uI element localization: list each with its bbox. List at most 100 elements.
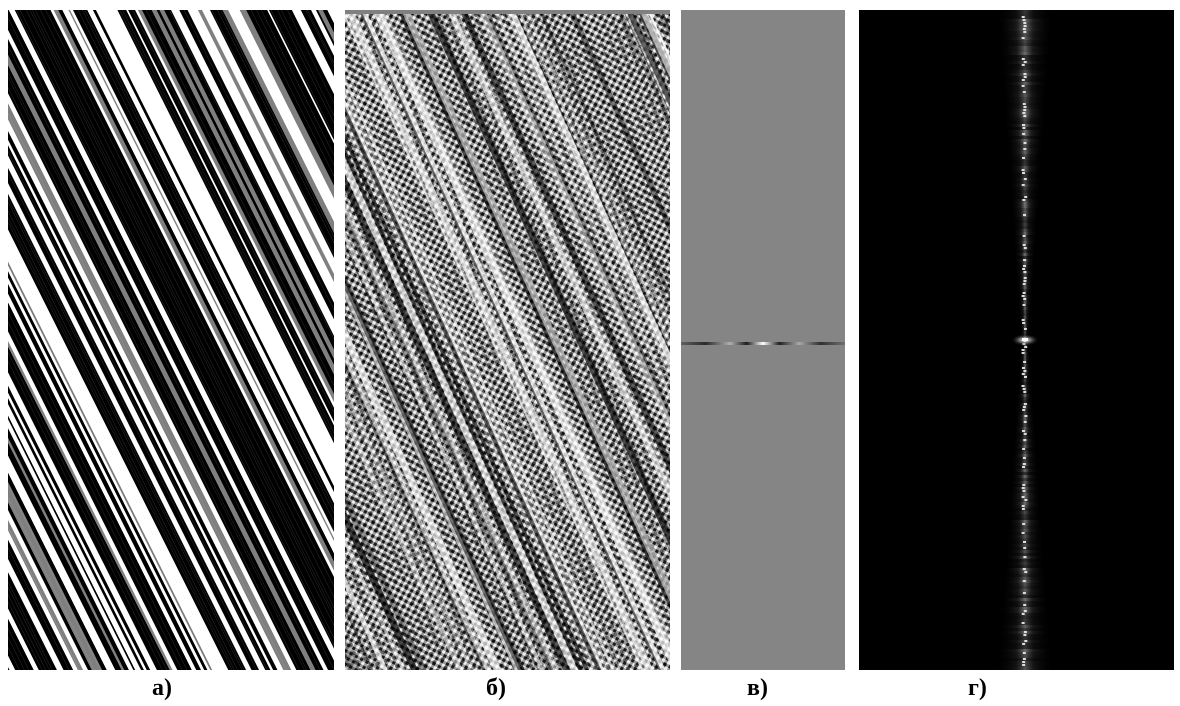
spectrum-dot [1022, 304, 1026, 306]
stripe [117, 10, 334, 444]
spectrum-band [1016, 397, 1034, 400]
spectrum-band [1007, 514, 1043, 517]
texture-streak [625, 10, 670, 108]
texture-streak [345, 174, 571, 670]
texture-streak [639, 10, 670, 78]
spectrum-band [1006, 151, 1044, 154]
stripe [305, 10, 334, 67]
spectrum-dot [1023, 109, 1027, 111]
spectrum-dot [1022, 283, 1026, 285]
stripe [197, 10, 334, 283]
spectrum-dot [1022, 91, 1026, 93]
spectrum-band [1001, 583, 1049, 586]
spectrum-band [1017, 301, 1032, 304]
spectrum-dot [1022, 658, 1026, 660]
spectrum-band [1008, 187, 1041, 190]
spectrum-dot [1021, 352, 1025, 354]
stripe [32, 10, 334, 614]
spectrum-dot [1022, 112, 1026, 114]
spectrum-band [998, 58, 1052, 61]
spectrum-band [1015, 412, 1035, 415]
spectrum-band [1017, 289, 1033, 292]
spectrum-dot [1022, 157, 1025, 159]
stripe [176, 10, 334, 325]
spectrum-band [995, 10, 1055, 13]
spectrum-band [997, 43, 1053, 46]
spectrum-image [859, 10, 1174, 670]
spectrum-dot [1022, 19, 1026, 21]
texture-streak [538, 10, 670, 300]
stripe [8, 10, 334, 670]
stripe [222, 10, 334, 233]
spectrum-dot [1022, 664, 1026, 666]
spectrum-dot [1023, 298, 1027, 300]
spectrum-dot [1022, 523, 1026, 525]
stripe [40, 10, 334, 598]
spectrum-band [1008, 496, 1042, 499]
spectrum-dot [1023, 328, 1027, 330]
spectrum-band [1008, 184, 1042, 187]
spectrum-dot [1021, 169, 1025, 171]
texture-streak [345, 575, 388, 670]
texture-streak [345, 243, 540, 670]
texture-streak [637, 10, 670, 83]
spectrum-band [1009, 190, 1041, 193]
stripe [261, 10, 334, 156]
spectrum-band [1010, 475, 1040, 478]
spectrum-dot [1022, 244, 1026, 246]
stripe [291, 10, 334, 95]
spectrum-dot [1022, 463, 1026, 465]
spectrum-dot [1023, 61, 1027, 63]
spectrum-dot [1022, 124, 1025, 126]
panel-d-spectrum-image [859, 10, 1174, 670]
spectrum-dot [1022, 448, 1026, 450]
spectrum-dot [1022, 235, 1026, 237]
spectrum-dot [1021, 184, 1025, 186]
spectrum-dot [1023, 421, 1027, 423]
spectrum-band [1013, 250, 1037, 253]
spectrum-dot [1021, 532, 1025, 534]
stripe [220, 10, 334, 237]
stripe [137, 10, 334, 403]
spectrum-dot [1022, 430, 1025, 432]
stripe [202, 10, 334, 274]
panel-a-stripes-image [8, 10, 334, 670]
spectrum-band [1003, 121, 1047, 124]
spectrum-dot [1023, 547, 1027, 549]
spectrum-band [1001, 97, 1049, 100]
spectrum-band [997, 46, 1053, 49]
stripe [84, 10, 334, 509]
spectrum-dot [1021, 37, 1025, 39]
spectrum-band [1011, 220, 1039, 223]
spectrum-band [1006, 160, 1044, 163]
spectrum-dot [1023, 277, 1027, 279]
stripe [101, 10, 334, 476]
spectrum-band [1019, 358, 1031, 361]
spectrum-dot [1021, 622, 1025, 624]
texture-streak [636, 10, 670, 84]
stripe [315, 10, 334, 47]
stripe [207, 10, 334, 264]
stripe [106, 10, 334, 466]
spectrum-band [1014, 427, 1036, 430]
stripe [210, 10, 334, 258]
spectrum-band [1003, 118, 1047, 121]
stripe [8, 608, 39, 670]
texture-image [345, 10, 670, 670]
texture-streak [482, 10, 670, 424]
spectrum-band [1014, 256, 1036, 259]
spectrum-band [1007, 508, 1043, 511]
spectrum-dot [1022, 199, 1026, 201]
spectrum-dot [1022, 592, 1026, 594]
spectrum-band [1019, 364, 1031, 367]
spectrum-dot [1022, 103, 1026, 105]
spectrum-dot [1023, 142, 1027, 144]
spectrum-band [1011, 460, 1039, 463]
spectrum-dot [1024, 640, 1028, 642]
spectrum-dot [1021, 58, 1025, 60]
stripe [122, 10, 334, 434]
spectrum-dot [1023, 634, 1027, 636]
spectrum-dot [1021, 319, 1025, 321]
texture-streak [656, 10, 670, 40]
spectrum-dot [1023, 556, 1027, 558]
